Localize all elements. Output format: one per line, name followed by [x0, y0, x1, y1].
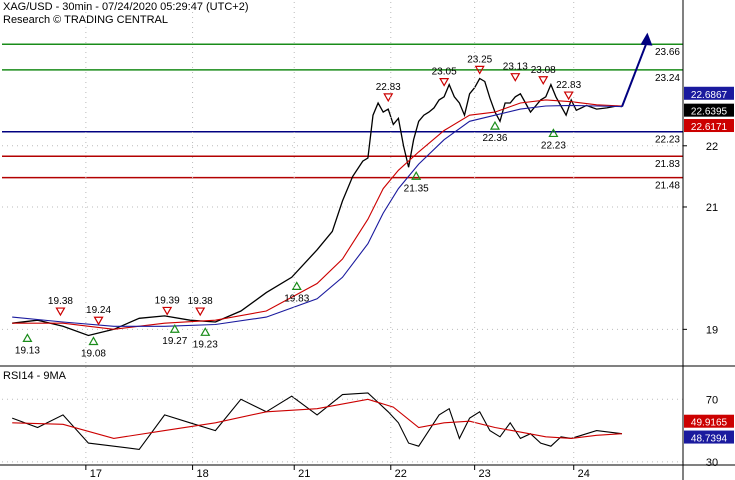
rsi-title: RSI14 - 9MA: [3, 370, 67, 382]
peak-marker: [162, 306, 173, 316]
price-tick-label: 22: [706, 141, 718, 153]
trough-marker: [200, 327, 211, 336]
level-label: 21.48: [655, 181, 680, 192]
price-tick-label: 19: [706, 324, 718, 336]
peak-marker: [439, 78, 450, 87]
peak-marker: [538, 76, 549, 85]
rsi-tick-label: 30: [706, 457, 718, 469]
trough-label: 21.35: [404, 183, 429, 194]
peak-marker: [383, 93, 394, 103]
trough-label: 19.83: [284, 293, 309, 304]
peak-marker: [510, 73, 521, 82]
rsi-tag-ma: 49.9165: [691, 418, 728, 429]
rsi-pane: RSI14 - 9MA 30 70 49.9165 48.7394: [2, 370, 734, 469]
chart-title: XAG/USD - 30min - 07/24/2020 05:29:47 (U…: [3, 1, 249, 13]
rsi-tick-label: 70: [706, 394, 718, 406]
peak-label: 23.05: [432, 67, 457, 78]
series-rsi: [12, 392, 623, 450]
series-price: [12, 77, 623, 337]
trough-label: 22.36: [482, 133, 507, 144]
rsi-tag-ma-bg: [684, 414, 734, 428]
peak-label: 23.08: [531, 65, 556, 76]
trough-label: 19.27: [162, 336, 187, 347]
series-ma_slow: [12, 104, 623, 327]
peak-label: 19.38: [188, 296, 213, 307]
peak-marker: [474, 65, 485, 75]
price-tag-ma-fast-bg: [684, 119, 734, 133]
peak-label: 23.13: [503, 62, 528, 73]
price-tag-last-bg: [684, 103, 734, 117]
trough-marker: [88, 336, 99, 346]
trough-marker: [489, 120, 500, 130]
time-tick-label: 18: [196, 468, 208, 480]
rsi-tag-value-bg: [684, 430, 734, 444]
peak-label: 19.24: [86, 305, 111, 316]
price-tag-ma-slow-bg: [684, 86, 734, 100]
time-tick-label: 23: [479, 468, 491, 480]
forecast-arrow-shaft: [621, 40, 649, 107]
price-pane: 19 21 22 23.66 23.24 22.23 21.83 21.48 19.38 19.2…: [2, 32, 734, 359]
trough-label: 22.23: [541, 140, 566, 151]
price-tag-last: 22.6395: [691, 107, 728, 118]
peak-marker: [563, 91, 574, 101]
price-tag-ma-slow: 22.6867: [691, 90, 728, 101]
peak-label: 22.83: [556, 80, 581, 91]
trough-marker: [22, 333, 33, 343]
trough-label: 19.08: [81, 348, 106, 359]
peak-marker: [93, 316, 104, 326]
series-ma_fast: [12, 99, 623, 330]
series-rsi_ma: [12, 398, 623, 439]
price-tag-ma-fast: 22.6171: [691, 122, 728, 133]
level-label: 23.24: [655, 73, 680, 84]
trough-label: 19.23: [193, 339, 218, 350]
peak-marker: [195, 307, 206, 317]
level-label: 22.23: [655, 135, 680, 146]
peak-label: 23.25: [467, 54, 492, 65]
peak-label: 19.38: [48, 296, 73, 307]
level-label: 23.66: [655, 47, 680, 58]
time-tick-label: 22: [395, 468, 407, 480]
rsi-tag-value: 48.7394: [691, 434, 728, 445]
time-tick-label: 17: [90, 468, 102, 480]
chart-source: Research © TRADING CENTRAL: [3, 14, 168, 26]
trough-marker: [548, 128, 559, 138]
peak-marker: [55, 307, 66, 317]
trough-marker: [411, 171, 422, 180]
time-tick-label: 21: [298, 468, 310, 480]
trough-marker: [169, 324, 180, 333]
price-tick-label: 21: [706, 202, 718, 214]
peak-label: 19.39: [155, 295, 180, 306]
trough-label: 19.13: [15, 345, 40, 356]
trough-marker: [291, 281, 302, 290]
forecast-arrow-head: [640, 32, 653, 46]
time-tick-label: 24: [578, 468, 590, 480]
peak-label: 22.83: [376, 82, 401, 93]
level-label: 21.83: [655, 159, 680, 170]
